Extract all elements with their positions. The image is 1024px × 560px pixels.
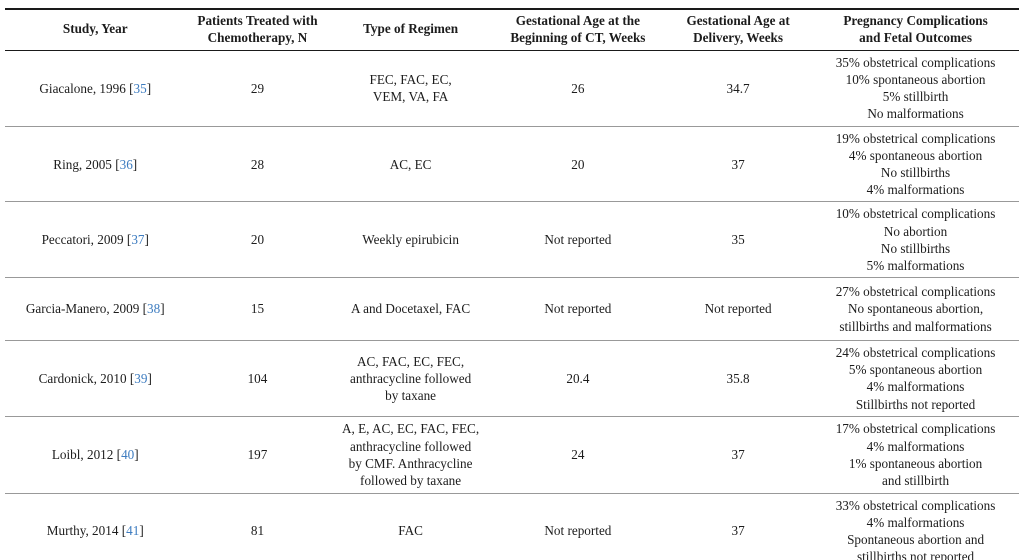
study-cell: Giacalone, 1996 [35] (5, 50, 186, 127)
table-row: Giacalone, 1996 [35] 29 FEC, FAC, EC, VE… (5, 50, 1019, 127)
study-cell: Loibl, 2012 [40] (5, 416, 186, 494)
ga-ct-start-cell: 20.4 (491, 340, 665, 417)
table-header: Study, Year Patients Treated with Chemot… (5, 9, 1019, 51)
citation-close-bracket: ] (146, 80, 152, 96)
table-row: Ring, 2005 [36] 28 AC, EC 20 37 19% obst… (5, 126, 1019, 203)
regimen-cell: AC, FAC, EC, FEC, anthracycline followed… (329, 340, 492, 417)
outcomes-cell: 27% obstetrical complications No spontan… (812, 277, 1019, 342)
citation-close-bracket: ] (132, 156, 138, 172)
citation-link-40[interactable]: 40 (121, 447, 135, 463)
study-year-text: Loibl, 2012 (51, 447, 114, 463)
regimen-cell: A, E, AC, EC, FAC, FEC, anthracycline fo… (329, 416, 492, 494)
regimen-cell: A and Docetaxel, FAC (329, 277, 492, 342)
ga-ct-start-cell: Not reported (491, 277, 665, 342)
ga-ct-start-cell: Not reported (491, 201, 665, 279)
ga-delivery-cell: 35.8 (664, 340, 813, 417)
regimen-cell: FAC (398, 523, 423, 539)
citation-open-bracket: [ (129, 80, 134, 96)
outcomes-cell: 19% obstetrical complications 4% spontan… (812, 126, 1019, 203)
header-regimen: Type of Regimen (329, 9, 492, 51)
citation-open-bracket: [ (121, 523, 127, 539)
citation-link-41[interactable]: 41 (126, 523, 140, 539)
patients-n-cell: 104 (185, 340, 330, 417)
study-year-text: Peccatori, 2009 (41, 232, 124, 248)
header-ga-delivery: Gestational Age at Delivery, Weeks (664, 9, 813, 51)
citation-open-bracket: [ (126, 232, 132, 248)
patients-n-cell: 197 (185, 416, 330, 494)
citation-close-bracket: ] (160, 301, 165, 317)
ga-delivery-cell: 37 (731, 523, 745, 539)
ga-ct-start-cell: 24 (491, 416, 665, 494)
ga-ct-start-cell: Not reported (544, 523, 612, 539)
study-cell: Murthy, 2014 [41] (5, 493, 185, 560)
study-year-text: Giacalone, 1996 (39, 80, 126, 96)
header-outcomes: Pregnancy Complications and Fetal Outcom… (812, 9, 1019, 51)
study-cell: Peccatori, 2009 [37] (5, 201, 186, 279)
citation-link-35[interactable]: 35 (133, 80, 147, 96)
study-cell: Cardonick, 2010 [39] (5, 340, 186, 417)
study-cell: Garcia-Manero, 2009 [38] (5, 277, 186, 342)
citation-open-bracket: [ (129, 370, 135, 386)
study-outcomes-table: Study, Year Patients Treated with Chemot… (5, 8, 1019, 560)
patients-n-cell: 15 (185, 277, 330, 342)
patients-n-cell: 81 (250, 523, 265, 539)
outcomes-cell: 33% obstetrical complications 4% malform… (835, 497, 996, 560)
regimen-cell: AC, EC (329, 126, 492, 203)
table-row: Cardonick, 2010 [39] 104 AC, FAC, EC, FE… (5, 340, 1019, 417)
header-row: Study, Year Patients Treated with Chemot… (5, 9, 1019, 51)
ga-delivery-cell: 34.7 (664, 50, 813, 127)
citation-close-bracket: ] (134, 447, 139, 463)
outcomes-cell: 24% obstetrical complications 5% spontan… (812, 340, 1019, 417)
table-body: Giacalone, 1996 [35] 29 FEC, FAC, EC, VE… (5, 50, 1019, 560)
ga-delivery-cell: 37 (664, 416, 813, 494)
citation-link-38[interactable]: 38 (147, 301, 161, 317)
citation-open-bracket: [ (142, 301, 148, 317)
citation-link-36[interactable]: 36 (119, 156, 133, 172)
table-row: Murthy, 2014 [41] 81 FAC Not reported 37… (5, 493, 1019, 560)
study-year-text: Murthy, 2014 (46, 523, 119, 539)
citation-open-bracket: [ (116, 447, 122, 463)
table-row: Loibl, 2012 [40] 197 A, E, AC, EC, FAC, … (5, 416, 1019, 494)
citation-close-bracket: ] (139, 523, 144, 539)
citation-close-bracket: ] (144, 232, 149, 248)
outcomes-cell: 10% obstetrical complications No abortio… (812, 201, 1019, 279)
ga-ct-start-cell: 26 (491, 50, 665, 127)
regimen-cell: FEC, FAC, EC, VEM, VA, FA (329, 50, 492, 127)
header-study-year: Study, Year (5, 9, 186, 51)
ga-ct-start-cell: 20 (491, 126, 665, 203)
outcomes-cell: 35% obstetrical complications 10% sponta… (812, 50, 1019, 127)
patients-n-cell: 20 (185, 201, 330, 279)
table-row: Garcia-Manero, 2009 [38] 15 A and Doceta… (5, 277, 1019, 342)
header-ga-ct-start: Gestational Age at the Beginning of CT, … (491, 9, 665, 51)
patients-n-cell: 29 (185, 50, 330, 127)
study-year-text: Garcia-Manero, 2009 (25, 301, 140, 317)
citation-link-37[interactable]: 37 (131, 232, 145, 248)
patients-n-cell: 28 (185, 126, 330, 203)
regimen-cell: Weekly epirubicin (329, 201, 492, 279)
citation-open-bracket: [ (115, 156, 120, 172)
ga-delivery-cell: 35 (664, 201, 813, 279)
citation-close-bracket: ] (147, 370, 152, 386)
study-cell: Ring, 2005 [36] (5, 126, 186, 203)
header-patients-n: Patients Treated with Chemotherapy, N (185, 9, 330, 51)
ga-delivery-cell: 37 (664, 126, 813, 203)
outcomes-cell: 17% obstetrical complications 4% malform… (812, 416, 1019, 494)
ga-delivery-cell: Not reported (664, 277, 813, 342)
study-year-text: Cardonick, 2010 (38, 370, 127, 386)
citation-link-39[interactable]: 39 (134, 370, 148, 386)
table-row: Peccatori, 2009 [37] 20 Weekly epirubici… (5, 201, 1019, 279)
study-year-text: Ring, 2005 (53, 156, 112, 172)
